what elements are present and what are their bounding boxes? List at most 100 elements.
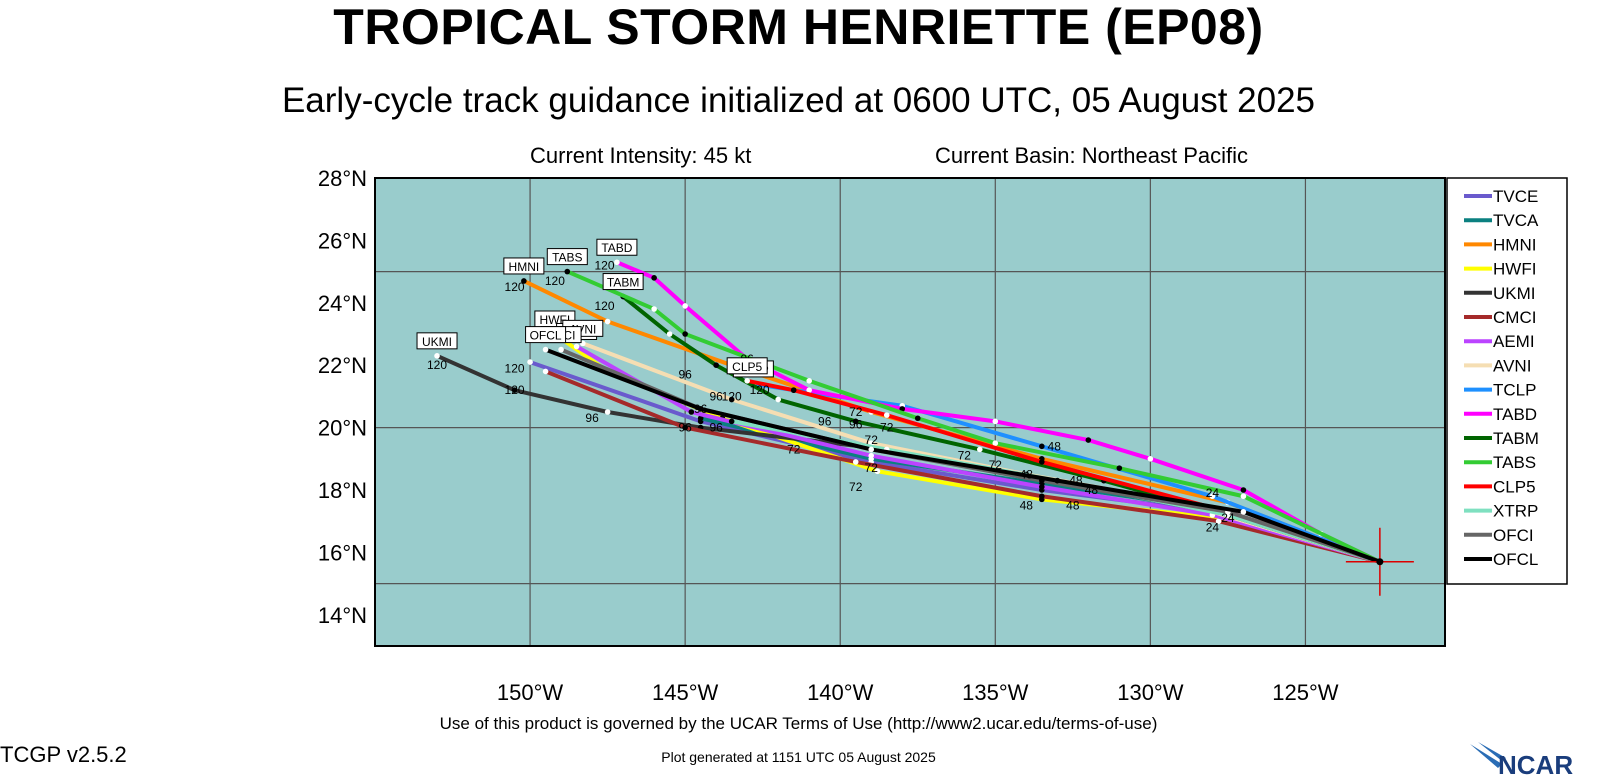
lat-tick-label: 20°N xyxy=(318,416,367,441)
track-point-tabd xyxy=(899,406,906,412)
forecast-hour-label: 120 xyxy=(505,361,525,375)
lon-tick-label: 130°W xyxy=(1117,680,1184,705)
lon-tick-label: 140°W xyxy=(807,680,874,705)
track-point-tabs xyxy=(682,331,688,337)
ncar-logo: NCAR xyxy=(1470,742,1573,780)
legend-label-ukmi: UKMI xyxy=(1493,284,1536,303)
track-point-aemi xyxy=(688,409,695,415)
forecast-hour-label: 72 xyxy=(849,480,863,494)
track-point-clp5 xyxy=(744,378,750,384)
track-point-tabs xyxy=(806,378,813,384)
latitude-tick-labels: 28°N 26°N 24°N 22°N 20°N 18°N 16°N 14°N xyxy=(318,166,367,628)
version-label: TCGP v2.5.2 xyxy=(0,742,127,767)
track-point-tabs xyxy=(1116,465,1123,471)
track-point-cmci xyxy=(542,368,549,375)
forecast-hour-label: 24 xyxy=(1206,520,1220,534)
lon-tick-label: 150°W xyxy=(497,680,564,705)
legend-label-ofci: OFCI xyxy=(1493,526,1534,545)
ncar-logo-swoosh xyxy=(1470,742,1506,768)
track-point-tabm xyxy=(976,446,983,453)
forecast-hour-label: 96 xyxy=(678,421,692,435)
track-point-ofcl xyxy=(1054,477,1061,484)
model-end-labels: HMNIHWFIUKMIAEMIAVNITCLPTABDTABMTABSCLP5… xyxy=(416,238,774,378)
end-label-clp5: CLP5 xyxy=(732,360,762,374)
legend-label-tvce: TVCE xyxy=(1493,187,1538,206)
lon-tick-label: 125°W xyxy=(1272,680,1339,705)
legend-label-tabm: TABM xyxy=(1493,429,1539,448)
track-aemi xyxy=(574,344,1382,564)
track-point-tabs xyxy=(1240,493,1247,500)
current-intensity: Current Intensity: 45 kt xyxy=(530,143,752,168)
forecast-hour-label: 120 xyxy=(505,280,525,294)
lat-tick-label: 26°N xyxy=(318,228,367,253)
track-point-tabm xyxy=(852,418,859,425)
forecast-hour-labels: 1209612012048120120120120120120242424484… xyxy=(427,258,1235,534)
track-ofcl xyxy=(543,347,1382,564)
forecast-hour-label: 72 xyxy=(880,421,894,435)
model-tracks xyxy=(434,259,1382,564)
legend-label-tvca: TVCA xyxy=(1493,211,1539,230)
end-label-tabd: TABD xyxy=(601,241,632,255)
map-grid xyxy=(375,178,1445,646)
track-cmci xyxy=(543,369,1382,564)
track-point-cmci xyxy=(852,459,859,465)
forecast-hour-label: 48 xyxy=(1085,483,1099,497)
track-point-tabd xyxy=(651,275,657,281)
track-tabd xyxy=(614,260,1382,564)
generated-time: Plot generated at 1151 UTC 05 August 202… xyxy=(661,749,936,765)
track-point-ofcl xyxy=(1240,509,1247,515)
legend-label-clp5: CLP5 xyxy=(1493,477,1536,496)
forecast-hour-label: 96 xyxy=(709,389,723,403)
track-point-tabd xyxy=(806,387,813,393)
track-point-tabd xyxy=(682,303,688,309)
track-point-aemi xyxy=(868,452,875,459)
end-label-tabs: TABS xyxy=(552,251,582,265)
track-point-ofci xyxy=(558,346,564,353)
forecast-hour-label: 24 xyxy=(1221,511,1235,525)
track-point-tabm xyxy=(775,396,781,403)
forecast-hour-label: 72 xyxy=(849,405,863,419)
forecast-hour-label: 120 xyxy=(545,274,565,288)
storm-position-marker xyxy=(1345,527,1414,596)
forecast-hour-label: 48 xyxy=(1020,499,1034,513)
current-basin: Current Basin: Northeast Pacific xyxy=(935,143,1249,168)
end-label-tabm: TABM xyxy=(607,276,639,290)
track-point-clp5 xyxy=(883,412,890,418)
lat-tick-label: 16°N xyxy=(318,540,367,565)
forecast-hour-label: 120 xyxy=(505,383,525,397)
end-label-ofcl: OFCL xyxy=(530,329,562,343)
lon-tick-label: 145°W xyxy=(652,680,719,705)
forecast-hour-label: 48 xyxy=(1069,474,1083,488)
forecast-hour-label: 96 xyxy=(694,402,708,416)
lat-tick-label: 22°N xyxy=(318,353,367,378)
forecast-hour-label: 120 xyxy=(722,389,742,403)
forecast-hour-label: 72 xyxy=(989,458,1003,472)
track-point-tclp xyxy=(1039,443,1045,450)
forecast-hour-label: 72 xyxy=(865,433,879,447)
track-point-xtrp xyxy=(728,418,735,425)
track-point-ukmi xyxy=(511,387,518,393)
main-title: TROPICAL STORM HENRIETTE (EP08) xyxy=(333,0,1264,55)
track-point-clp5 xyxy=(790,387,797,393)
track-point-cmci xyxy=(1215,518,1222,524)
track-point-tabd xyxy=(1240,487,1247,493)
lat-tick-label: 14°N xyxy=(318,603,367,628)
legend-label-ofcl: OFCL xyxy=(1493,550,1538,569)
forecast-hour-label: 120 xyxy=(750,383,770,397)
lat-tick-label: 18°N xyxy=(318,478,367,503)
forecast-hour-label: 96 xyxy=(585,411,599,425)
legend-label-hwfi: HWFI xyxy=(1493,260,1536,279)
legend: TVCE TVCA HMNI HWFI UKMI CMCI AEMI AVNI TCLP TABD… xyxy=(1464,187,1539,569)
forecast-hour-label: 96 xyxy=(818,414,832,428)
track-point-tabd xyxy=(1147,456,1154,462)
track-point-tabm xyxy=(713,362,719,369)
track-point-ukmi xyxy=(604,409,611,415)
track-point-tclp xyxy=(1209,493,1216,500)
track-point-tabd xyxy=(614,259,620,266)
forecast-hour-label: 24 xyxy=(1206,486,1220,500)
track-point-cmci xyxy=(1039,493,1045,500)
end-label-box xyxy=(546,248,588,266)
track-point-hmni xyxy=(521,278,527,284)
track-point-tabd xyxy=(992,418,999,425)
